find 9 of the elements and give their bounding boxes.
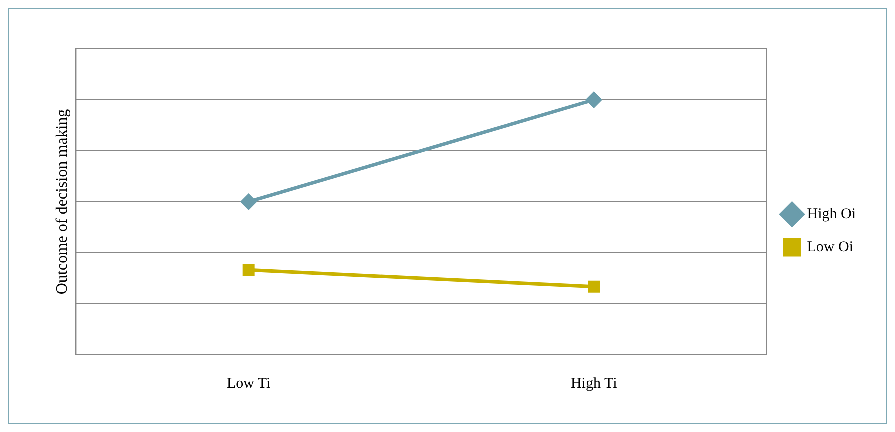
x-tick-label: High Ti — [570, 376, 618, 392]
point — [241, 194, 257, 210]
legend-label: Low Oi — [807, 239, 854, 256]
y-axis-title: Outcome of decision making — [54, 109, 71, 295]
legend-label: High Oi — [807, 206, 856, 222]
point — [242, 264, 255, 276]
point — [588, 280, 600, 293]
x-tick-label: Low Ti — [226, 376, 271, 392]
point — [586, 92, 602, 108]
